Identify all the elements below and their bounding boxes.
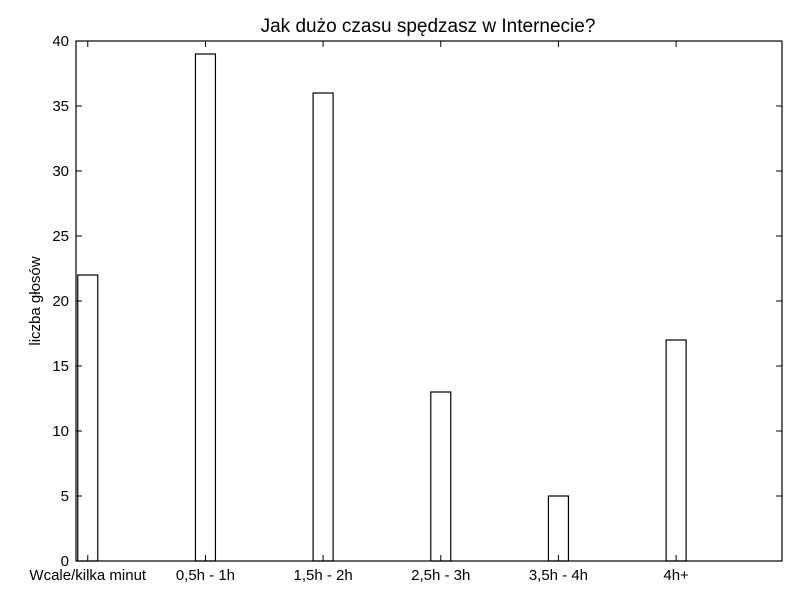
y-tick-label-1: 5 [61, 488, 69, 505]
y-tick-label-4: 20 [52, 293, 69, 310]
y-tick-label-0: 0 [61, 553, 69, 570]
y-tick-label-7: 35 [52, 98, 69, 115]
y-ticks-group: 0 5 10 15 20 25 30 35 40 [52, 33, 782, 570]
y-tick-label-2: 10 [52, 423, 69, 440]
x-tick-label-2: 1,5h - 2h [293, 567, 352, 584]
y-tick-label-3: 15 [52, 358, 69, 375]
x-ticks-group: Wcale/kilka minut 0,5h - 1h 1,5h - 2h 2,5h … [29, 41, 689, 584]
x-tick-label-5: 4h+ [663, 567, 689, 584]
y-tick-label-5: 25 [52, 228, 69, 245]
bar-1 [194, 53, 217, 562]
y-axis-label: liczba głosów [27, 256, 44, 345]
x-tick-label-0: Wcale/kilka minut [29, 567, 147, 584]
x-tick-label-3: 2,5h - 3h [411, 567, 470, 584]
bar-4 [547, 495, 570, 562]
bar-0 [77, 274, 99, 562]
bar-2 [312, 92, 334, 562]
y-tick-label-8: 40 [52, 33, 69, 50]
bar-3 [430, 391, 452, 562]
bars-group [77, 53, 687, 562]
bar-5 [665, 339, 687, 562]
y-tick-label-6: 30 [52, 163, 69, 180]
x-tick-label-4: 3,5h - 4h [529, 567, 588, 584]
x-tick-label-1: 0,5h - 1h [176, 567, 235, 584]
plot-frame [75, 40, 783, 562]
chart-title: Jak dużo czasu spędzasz w Internecie? [261, 16, 596, 37]
